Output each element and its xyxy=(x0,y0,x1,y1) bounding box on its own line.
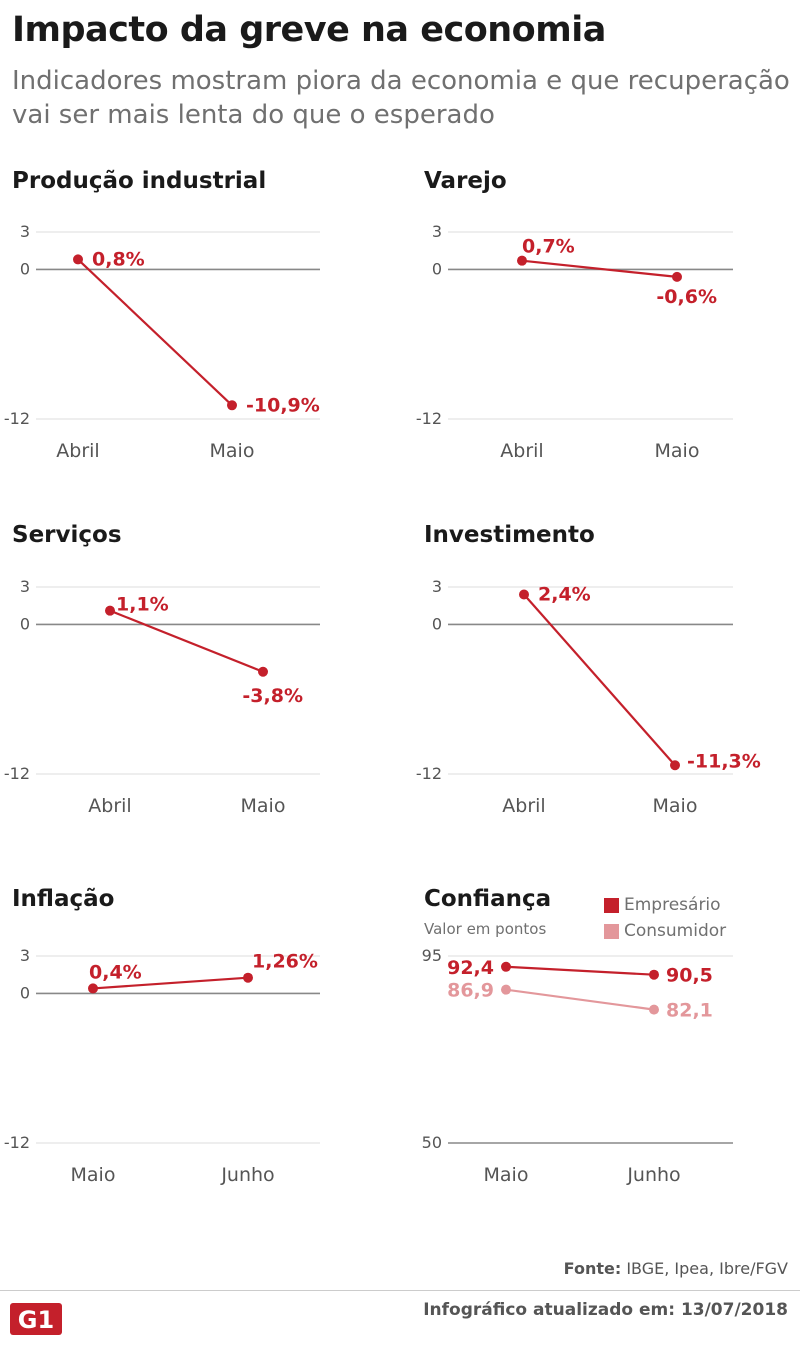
series-line-varejo-0 xyxy=(521,259,678,278)
data-point-producao-0-1 xyxy=(227,400,237,411)
footer-divider xyxy=(0,1290,800,1291)
data-point-inflacao-0-0 xyxy=(88,983,98,994)
data-point-servicos-0-0 xyxy=(105,605,115,616)
legend-swatch-empresario xyxy=(604,897,619,913)
chart-title-confianca: Confiança xyxy=(424,886,552,912)
y-tick-investimento-1: 0 xyxy=(432,614,442,633)
data-point-servicos-0-1 xyxy=(258,666,268,677)
x-label-investimento-1: Maio xyxy=(653,795,698,817)
updated-note: Infográfico atualizado em: 13/07/2018 xyxy=(423,1300,788,1320)
y-tick-producao-1: 0 xyxy=(20,259,30,278)
series-line-inflacao-0 xyxy=(92,976,249,990)
y-tick-investimento-2: -12 xyxy=(416,764,442,783)
legend-item-empresario: Empresário xyxy=(604,892,726,918)
y-tick-varejo-1: 0 xyxy=(432,259,442,278)
source-note: Fonte: IBGE, Ipea, Ibre/FGV xyxy=(564,1259,788,1278)
series-line-producao-0 xyxy=(77,258,233,407)
chart-title-varejo: Varejo xyxy=(424,168,507,194)
y-tick-inflacao-2: -12 xyxy=(4,1133,30,1152)
y-tick-varejo-0: 3 xyxy=(432,222,442,241)
data-label-confianca-0-1: 90,5 xyxy=(666,965,713,987)
data-point-confianca-0-1 xyxy=(649,969,659,980)
g1-logo: G1 xyxy=(10,1303,62,1335)
x-label-investimento-0: Abril xyxy=(502,795,545,817)
y-tick-confianca-1: 50 xyxy=(422,1133,442,1152)
x-label-servicos-0: Abril xyxy=(88,795,131,817)
x-label-varejo-0: Abril xyxy=(500,440,543,462)
data-point-investimento-0-0 xyxy=(519,589,529,600)
page-title: Impacto da greve na economia xyxy=(12,10,606,50)
chart-title-servicos: Serviços xyxy=(12,522,122,548)
x-label-servicos-1: Maio xyxy=(241,795,286,817)
series-line-investimento-0 xyxy=(523,593,676,767)
source-text: IBGE, Ipea, Ibre/FGV xyxy=(626,1259,788,1278)
data-label-producao-0-1: -10,9% xyxy=(246,394,320,416)
y-tick-confianca-0: 95 xyxy=(422,946,442,965)
x-label-confianca-0: Maio xyxy=(484,1164,529,1186)
legend-label-empresario: Empresário xyxy=(624,895,721,915)
legend-item-consumidor: Consumidor xyxy=(604,918,726,944)
data-label-confianca-1-0: 86,9 xyxy=(447,980,494,1002)
x-label-producao-0: Abril xyxy=(56,440,99,462)
x-label-inflacao-1: Junho xyxy=(220,1164,274,1186)
legend-swatch-consumidor xyxy=(604,923,619,939)
data-point-inflacao-0-1 xyxy=(243,972,253,983)
x-label-producao-1: Maio xyxy=(210,440,255,462)
x-label-confianca-1: Junho xyxy=(626,1164,680,1186)
data-label-varejo-0-1: -0,6% xyxy=(656,286,717,308)
y-tick-servicos-2: -12 xyxy=(4,764,30,783)
g1-logo-box xyxy=(10,1303,62,1335)
data-point-confianca-1-0 xyxy=(501,984,511,995)
data-point-confianca-1-1 xyxy=(649,1004,659,1015)
y-tick-servicos-0: 3 xyxy=(20,577,30,596)
data-label-confianca-0-0: 92,4 xyxy=(447,957,494,979)
data-point-varejo-0-0 xyxy=(517,255,527,266)
legend-confianca: Empresário Consumidor xyxy=(604,892,726,944)
charts-canvas: 3 0 -12 Abril Maio 0,8% -10,9% 3 0 -12 Abril Maio 0,… xyxy=(4,222,761,1186)
series-line-confianca-1 xyxy=(505,988,655,1011)
data-point-investimento-0-1 xyxy=(670,760,680,771)
y-tick-investimento-0: 3 xyxy=(432,577,442,596)
y-tick-producao-2: -12 xyxy=(4,409,30,428)
data-label-investimento-0-1: -11,3% xyxy=(687,750,761,772)
legend-label-consumidor: Consumidor xyxy=(624,921,727,941)
series-line-servicos-0 xyxy=(109,609,264,673)
data-label-inflacao-0-0: 0,4% xyxy=(89,961,142,983)
y-tick-varejo-2: -12 xyxy=(416,409,442,428)
data-point-varejo-0-1 xyxy=(672,271,682,282)
page-subtitle: Indicadores mostram piora da economia e … xyxy=(12,66,790,130)
chart-subtitle-confianca: Valor em pontos xyxy=(424,920,547,938)
y-tick-inflacao-0: 3 xyxy=(20,946,30,965)
data-point-confianca-0-0 xyxy=(501,961,511,972)
series-line-confianca-0 xyxy=(505,965,655,976)
data-label-investimento-0-0: 2,4% xyxy=(538,583,591,605)
y-tick-producao-0: 3 xyxy=(20,222,30,241)
y-tick-servicos-1: 0 xyxy=(20,614,30,633)
chart-title-inflacao: Inflação xyxy=(12,886,115,912)
data-label-servicos-0-0: 1,1% xyxy=(116,594,169,616)
x-label-varejo-1: Maio xyxy=(655,440,700,462)
g1-logo-text: G1 xyxy=(18,1306,54,1334)
chart-title-producao: Produção industrial xyxy=(12,168,267,194)
source-label: Fonte: xyxy=(563,1259,622,1278)
data-label-servicos-0-1: -3,8% xyxy=(242,685,303,707)
data-label-producao-0-0: 0,8% xyxy=(92,248,145,270)
data-label-inflacao-0-1: 1,26% xyxy=(252,951,318,973)
y-tick-inflacao-1: 0 xyxy=(20,983,30,1002)
data-point-producao-0-0 xyxy=(73,254,83,265)
x-label-inflacao-0: Maio xyxy=(71,1164,116,1186)
data-label-varejo-0-0: 0,7% xyxy=(522,236,575,258)
data-label-confianca-1-1: 82,1 xyxy=(666,1000,713,1022)
chart-title-investimento: Investimento xyxy=(424,522,595,548)
